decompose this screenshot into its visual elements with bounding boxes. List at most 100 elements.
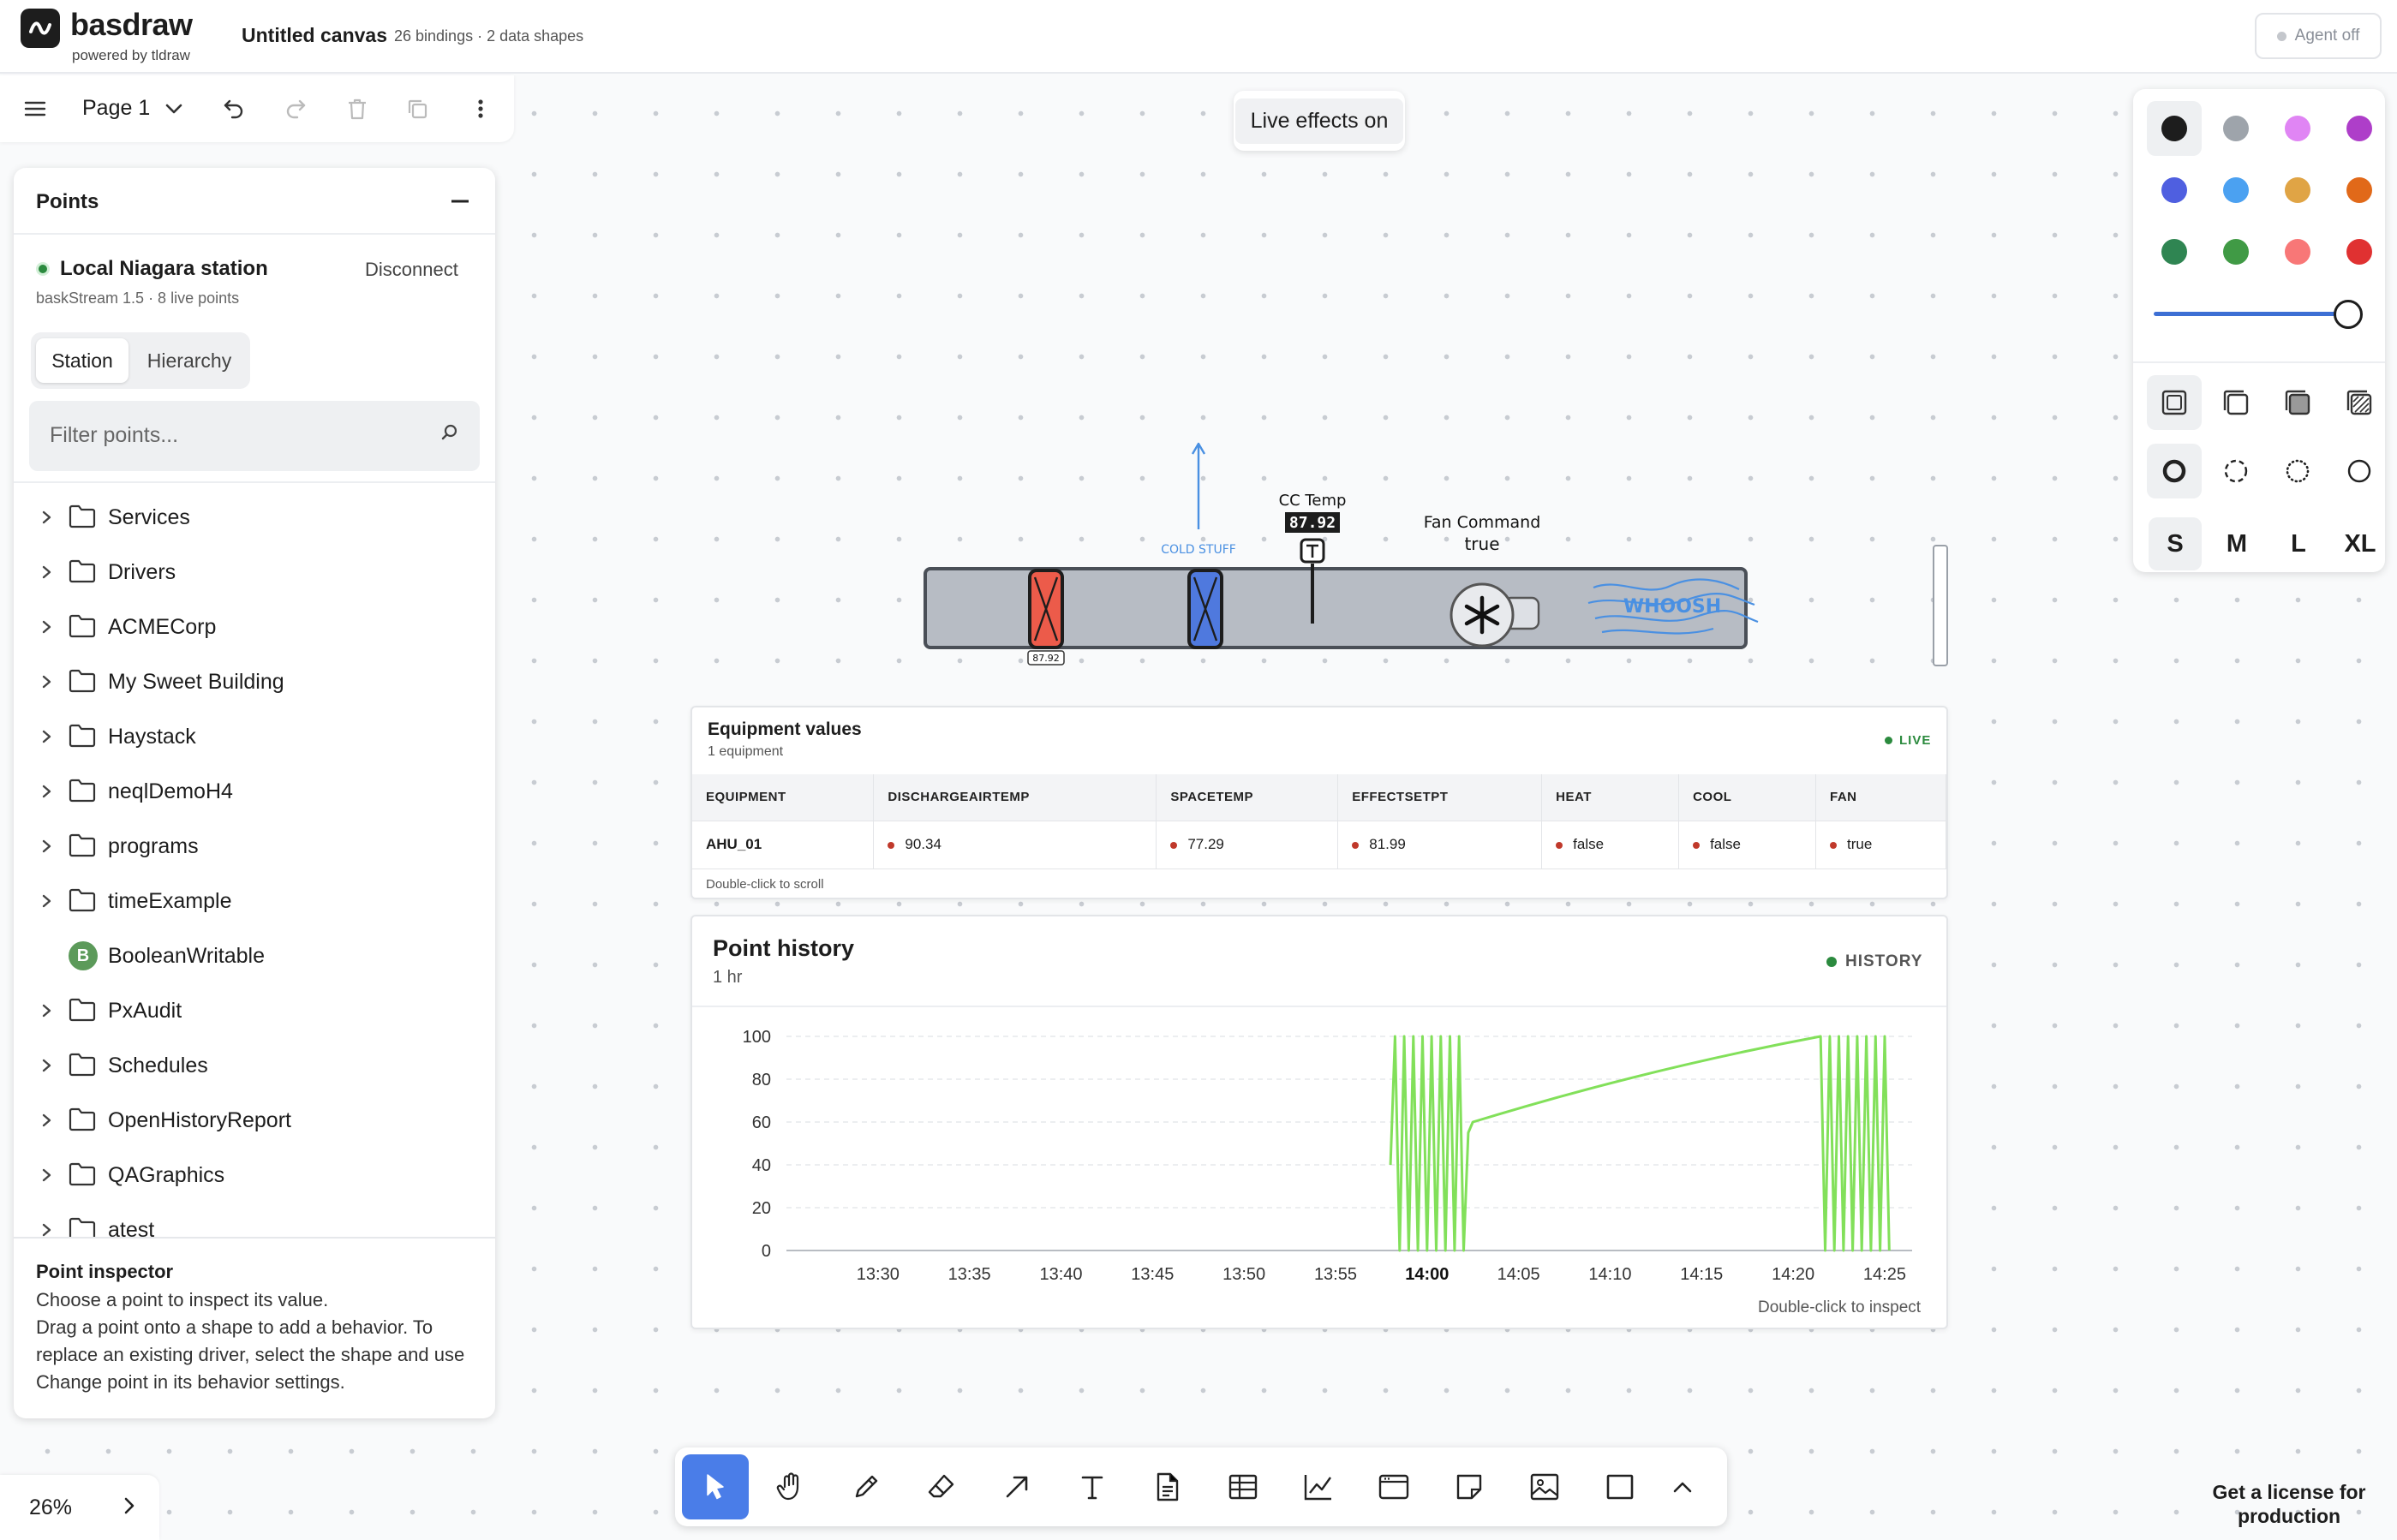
tree-item[interactable]: QAGraphics bbox=[14, 1148, 495, 1203]
live-effects-toggle[interactable]: Live effects on bbox=[1234, 91, 1405, 151]
column-header[interactable]: EQUIPMENT bbox=[692, 774, 875, 821]
color-swatch[interactable] bbox=[2270, 163, 2325, 218]
image-tool-icon[interactable] bbox=[1511, 1454, 1578, 1519]
chevron-right-icon[interactable] bbox=[41, 1221, 53, 1237]
disconnect-button[interactable]: Disconnect bbox=[365, 259, 458, 280]
series-line[interactable] bbox=[1389, 1035, 1891, 1252]
table-row[interactable]: AHU_01 90.34 77.29 81.99 false false true bbox=[692, 821, 1946, 869]
duplicate-icon[interactable] bbox=[403, 94, 432, 123]
column-header[interactable]: HEAT bbox=[1541, 774, 1680, 821]
tree-item[interactable]: My Sweet Building bbox=[14, 654, 495, 709]
size-l-button[interactable]: L bbox=[2291, 529, 2306, 558]
table-tool-icon[interactable] bbox=[1210, 1454, 1276, 1519]
chevron-right-icon[interactable] bbox=[41, 838, 53, 859]
dash-dotted-icon[interactable] bbox=[2270, 444, 2325, 498]
tree-item[interactable]: timeExample bbox=[14, 874, 495, 928]
select-tool-icon[interactable] bbox=[682, 1454, 749, 1519]
hand-tool-icon[interactable] bbox=[757, 1454, 824, 1519]
opacity-slider-track[interactable] bbox=[2154, 312, 2347, 316]
search-icon[interactable] bbox=[440, 423, 459, 446]
filter-points-input[interactable] bbox=[50, 418, 409, 452]
tree-item[interactable]: Haystack bbox=[14, 709, 495, 764]
license-link[interactable]: Get a license for production bbox=[2212, 1481, 2366, 1527]
chevron-up-icon[interactable] bbox=[1652, 1454, 1713, 1519]
opacity-slider-thumb[interactable] bbox=[2334, 300, 2363, 329]
tree-item[interactable]: programs bbox=[14, 819, 495, 874]
collapse-icon[interactable] bbox=[447, 188, 473, 214]
color-swatch[interactable] bbox=[2147, 101, 2202, 156]
chevron-right-icon[interactable] bbox=[41, 509, 53, 530]
browser-tool-icon[interactable] bbox=[1360, 1454, 1427, 1519]
color-swatch[interactable] bbox=[2147, 163, 2202, 218]
cooling-coil[interactable] bbox=[1187, 569, 1223, 649]
fill-pattern-icon[interactable] bbox=[2332, 375, 2387, 430]
chevron-right-icon[interactable] bbox=[41, 618, 53, 640]
chevron-right-icon[interactable] bbox=[41, 1112, 53, 1133]
tree-item[interactable]: B BooleanWritable bbox=[14, 928, 495, 983]
tree-item[interactable]: OpenHistoryReport bbox=[14, 1093, 495, 1148]
chevron-right-icon[interactable] bbox=[41, 564, 53, 585]
tree-item[interactable]: atest bbox=[14, 1203, 495, 1237]
resize-handle[interactable] bbox=[1933, 545, 1948, 666]
chevron-right-icon[interactable] bbox=[41, 1057, 53, 1078]
column-header[interactable]: FAN bbox=[1815, 774, 1946, 821]
point-history-card[interactable]: Point history 1 hr HISTORY 100 80 60 40 20 0 1… bbox=[690, 915, 1948, 1329]
tree-item[interactable]: neqlDemoH4 bbox=[14, 764, 495, 819]
text-tool-icon[interactable] bbox=[1059, 1454, 1126, 1519]
draw-tool-icon[interactable] bbox=[833, 1454, 900, 1519]
dash-draw-icon[interactable] bbox=[2147, 444, 2202, 498]
ahu-diagram[interactable]: COLD STUFF CC Temp 87.92 Fan Command tru… bbox=[917, 435, 1953, 683]
color-swatch[interactable] bbox=[2332, 224, 2387, 279]
size-m-button[interactable]: M bbox=[2226, 529, 2248, 558]
more-icon[interactable] bbox=[466, 94, 495, 123]
document-tool-icon[interactable] bbox=[1134, 1454, 1201, 1519]
fill-solid-icon[interactable] bbox=[2270, 375, 2325, 430]
arrow-tool-icon[interactable] bbox=[983, 1454, 1050, 1519]
chevron-right-icon[interactable] bbox=[41, 783, 53, 804]
agent-toggle-button[interactable]: Agent off bbox=[2255, 13, 2382, 59]
note-tool-icon[interactable] bbox=[1436, 1454, 1503, 1519]
color-swatch[interactable] bbox=[2209, 224, 2263, 279]
tree-item[interactable]: Schedules bbox=[14, 1038, 495, 1093]
fill-none-icon[interactable] bbox=[2147, 375, 2202, 430]
heating-coil[interactable] bbox=[1028, 569, 1064, 649]
chevron-right-icon[interactable] bbox=[41, 1002, 53, 1024]
chevron-down-icon[interactable] bbox=[159, 94, 188, 123]
trash-icon[interactable] bbox=[343, 94, 372, 123]
color-swatch[interactable] bbox=[2270, 101, 2325, 156]
page-name[interactable]: Page 1 bbox=[82, 96, 151, 120]
column-header[interactable]: EFFECTSETPT bbox=[1337, 774, 1543, 821]
column-header[interactable]: COOL bbox=[1678, 774, 1816, 821]
eraser-tool-icon[interactable] bbox=[908, 1454, 975, 1519]
chart-tool-icon[interactable] bbox=[1285, 1454, 1352, 1519]
color-swatch[interactable] bbox=[2332, 101, 2387, 156]
fan-icon[interactable] bbox=[1450, 582, 1540, 648]
color-swatch[interactable] bbox=[2209, 101, 2263, 156]
tree-item[interactable]: PxAudit bbox=[14, 983, 495, 1038]
chevron-right-icon[interactable] bbox=[41, 1167, 53, 1188]
undo-icon[interactable] bbox=[219, 94, 248, 123]
tree-item[interactable]: ACMECorp bbox=[14, 600, 495, 654]
color-swatch[interactable] bbox=[2332, 163, 2387, 218]
fill-semi-icon[interactable] bbox=[2209, 375, 2263, 430]
chevron-right-icon[interactable] bbox=[123, 1495, 135, 1520]
equipment-values-card[interactable]: Equipment values 1 equipment LIVE EQUIPM… bbox=[690, 706, 1948, 899]
history-chart[interactable]: 100 80 60 40 20 0 13:30 13:35 13:40 13:45 13:50 13:… bbox=[692, 1007, 1946, 1290]
size-s-button[interactable]: S bbox=[2149, 517, 2202, 570]
column-header[interactable]: DISCHARGEAIRTEMP bbox=[873, 774, 1157, 821]
menu-icon[interactable] bbox=[21, 94, 50, 123]
redo-icon[interactable] bbox=[281, 94, 310, 123]
tree-item[interactable]: Services bbox=[14, 490, 495, 545]
temperature-sensor-icon[interactable] bbox=[1300, 538, 1325, 624]
air-duct[interactable] bbox=[924, 567, 1748, 649]
rectangle-tool-icon[interactable] bbox=[1587, 1454, 1653, 1519]
canvas-title[interactable]: Untitled canvas bbox=[242, 24, 387, 46]
dash-dashed-icon[interactable] bbox=[2209, 444, 2263, 498]
chevron-right-icon[interactable] bbox=[41, 728, 53, 749]
color-swatch[interactable] bbox=[2147, 224, 2202, 279]
chevron-right-icon[interactable] bbox=[41, 892, 53, 914]
tab-hierarchy[interactable]: Hierarchy bbox=[146, 349, 232, 372]
tree-item[interactable]: Drivers bbox=[14, 545, 495, 600]
zoom-level[interactable]: 26% bbox=[29, 1495, 73, 1519]
dash-solid-icon[interactable] bbox=[2332, 444, 2387, 498]
